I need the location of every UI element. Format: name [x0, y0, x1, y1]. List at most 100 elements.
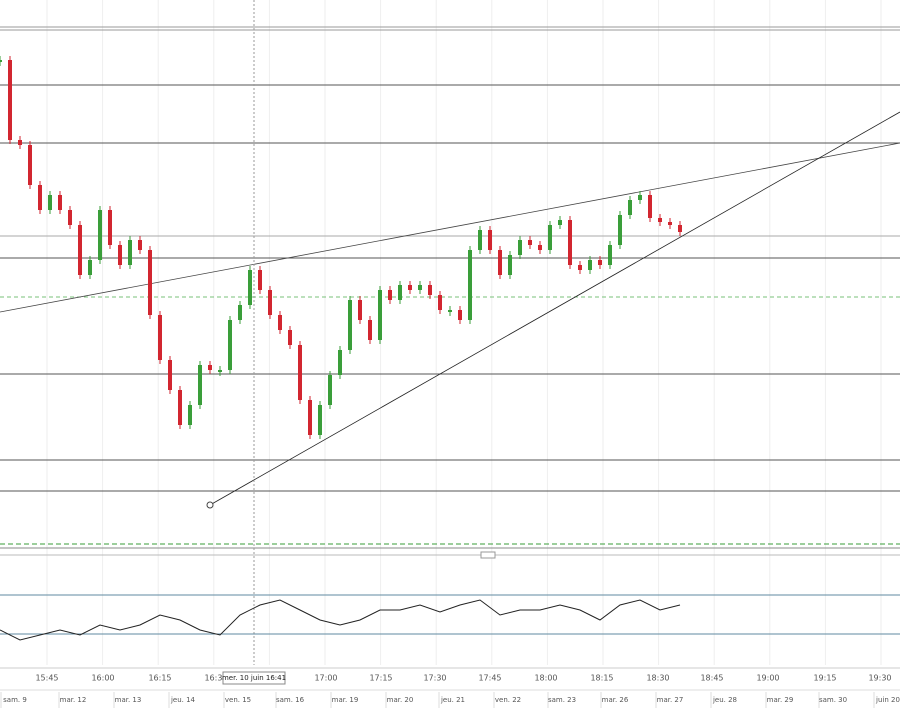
candle: [668, 222, 672, 225]
date-label: sam. 9: [3, 696, 27, 704]
candle: [418, 285, 422, 290]
candle: [78, 225, 82, 275]
date-label: mar. 20: [387, 696, 414, 704]
time-label: 17:30: [423, 674, 446, 683]
candle: [658, 218, 662, 222]
date-label: jeu. 14: [170, 696, 196, 704]
date-label: jeu. 21: [440, 696, 465, 704]
date-label: mar. 27: [657, 696, 684, 704]
candle: [108, 210, 112, 245]
trend-handle[interactable]: [206, 501, 214, 509]
time-label: 17:15: [369, 674, 392, 683]
date-label: ven. 22: [495, 696, 521, 704]
candle: [618, 215, 622, 245]
candle: [338, 350, 342, 375]
candle: [218, 370, 222, 372]
candle: [348, 300, 352, 350]
candle: [598, 260, 602, 265]
crosshair-label-box: [222, 671, 286, 685]
candle: [178, 390, 182, 425]
candle: [468, 250, 472, 320]
time-label: 17:00: [314, 674, 337, 683]
resize-handle[interactable]: [480, 551, 496, 559]
candle: [548, 225, 552, 250]
candle: [88, 260, 92, 275]
time-label: 18:30: [646, 674, 669, 683]
time-label: 16:30: [204, 674, 227, 683]
time-label: 17:45: [478, 674, 501, 683]
candle: [648, 195, 652, 218]
candle: [158, 315, 162, 360]
candle: [608, 245, 612, 265]
candle: [678, 225, 682, 232]
candle: [518, 240, 522, 255]
trend-line: [209, 111, 900, 506]
candle: [228, 320, 232, 370]
candle: [0, 60, 2, 62]
candle: [18, 140, 22, 145]
candle: [498, 250, 502, 275]
time-label: 19:15: [813, 674, 836, 683]
candle: [438, 295, 442, 310]
date-label: mar. 13: [115, 696, 142, 704]
candle: [488, 230, 492, 250]
candle: [138, 240, 142, 250]
candle: [68, 210, 72, 225]
candle: [388, 290, 392, 300]
candle: [288, 330, 292, 345]
candle: [278, 315, 282, 330]
candle: [198, 365, 202, 405]
candle: [568, 220, 572, 265]
candle: [248, 270, 252, 305]
labels: 15:45 16:00 16:15 16:30 17:00 17:15 17:30 17:45…: [0, 674, 900, 708]
candle: [188, 405, 192, 425]
candle: [398, 285, 402, 300]
candle: [38, 185, 42, 210]
date-label: mar. 12: [60, 696, 87, 704]
date-label: mar. 26: [602, 696, 629, 704]
date-label: mar. 29: [767, 696, 794, 704]
candle: [298, 345, 302, 400]
candle: [638, 195, 642, 200]
candle: [8, 60, 12, 140]
candle: [368, 320, 372, 340]
vertical-grid: [46, 0, 882, 665]
candle: [448, 310, 452, 312]
candle: [48, 195, 52, 210]
date-label: juin 20: [875, 696, 900, 704]
time-label: 18:45: [700, 674, 723, 683]
candle: [428, 285, 432, 295]
candle: [58, 195, 62, 210]
candle: [268, 290, 272, 315]
candle: [118, 245, 122, 265]
crosshair-label: mer. 10 juin 16:41: [222, 674, 286, 682]
candle: [308, 400, 312, 435]
time-label: 18:00: [534, 674, 557, 683]
time-label: 16:00: [91, 674, 114, 683]
time-label: 19:30: [868, 674, 891, 683]
candle: [128, 240, 132, 265]
time-label: 19:00: [756, 674, 779, 683]
candle: [528, 240, 532, 245]
date-label: sam. 16: [276, 696, 305, 704]
date-label: jeu. 28: [712, 696, 737, 704]
candle: [318, 405, 322, 435]
candle: [558, 220, 562, 225]
marks: [0, 56, 682, 641]
candle: [328, 375, 332, 405]
date-label: sam. 23: [548, 696, 576, 704]
date-label: sam. 30: [819, 696, 847, 704]
time-label: 15:45: [35, 674, 58, 683]
candle: [98, 210, 102, 260]
candle: [238, 305, 242, 320]
candle: [378, 290, 382, 340]
candle: [358, 300, 362, 320]
candle: [208, 365, 212, 370]
candle: [408, 285, 412, 290]
candle: [578, 265, 582, 270]
time-label: 16:15: [148, 674, 171, 683]
candle: [628, 200, 632, 215]
candle: [478, 230, 482, 250]
